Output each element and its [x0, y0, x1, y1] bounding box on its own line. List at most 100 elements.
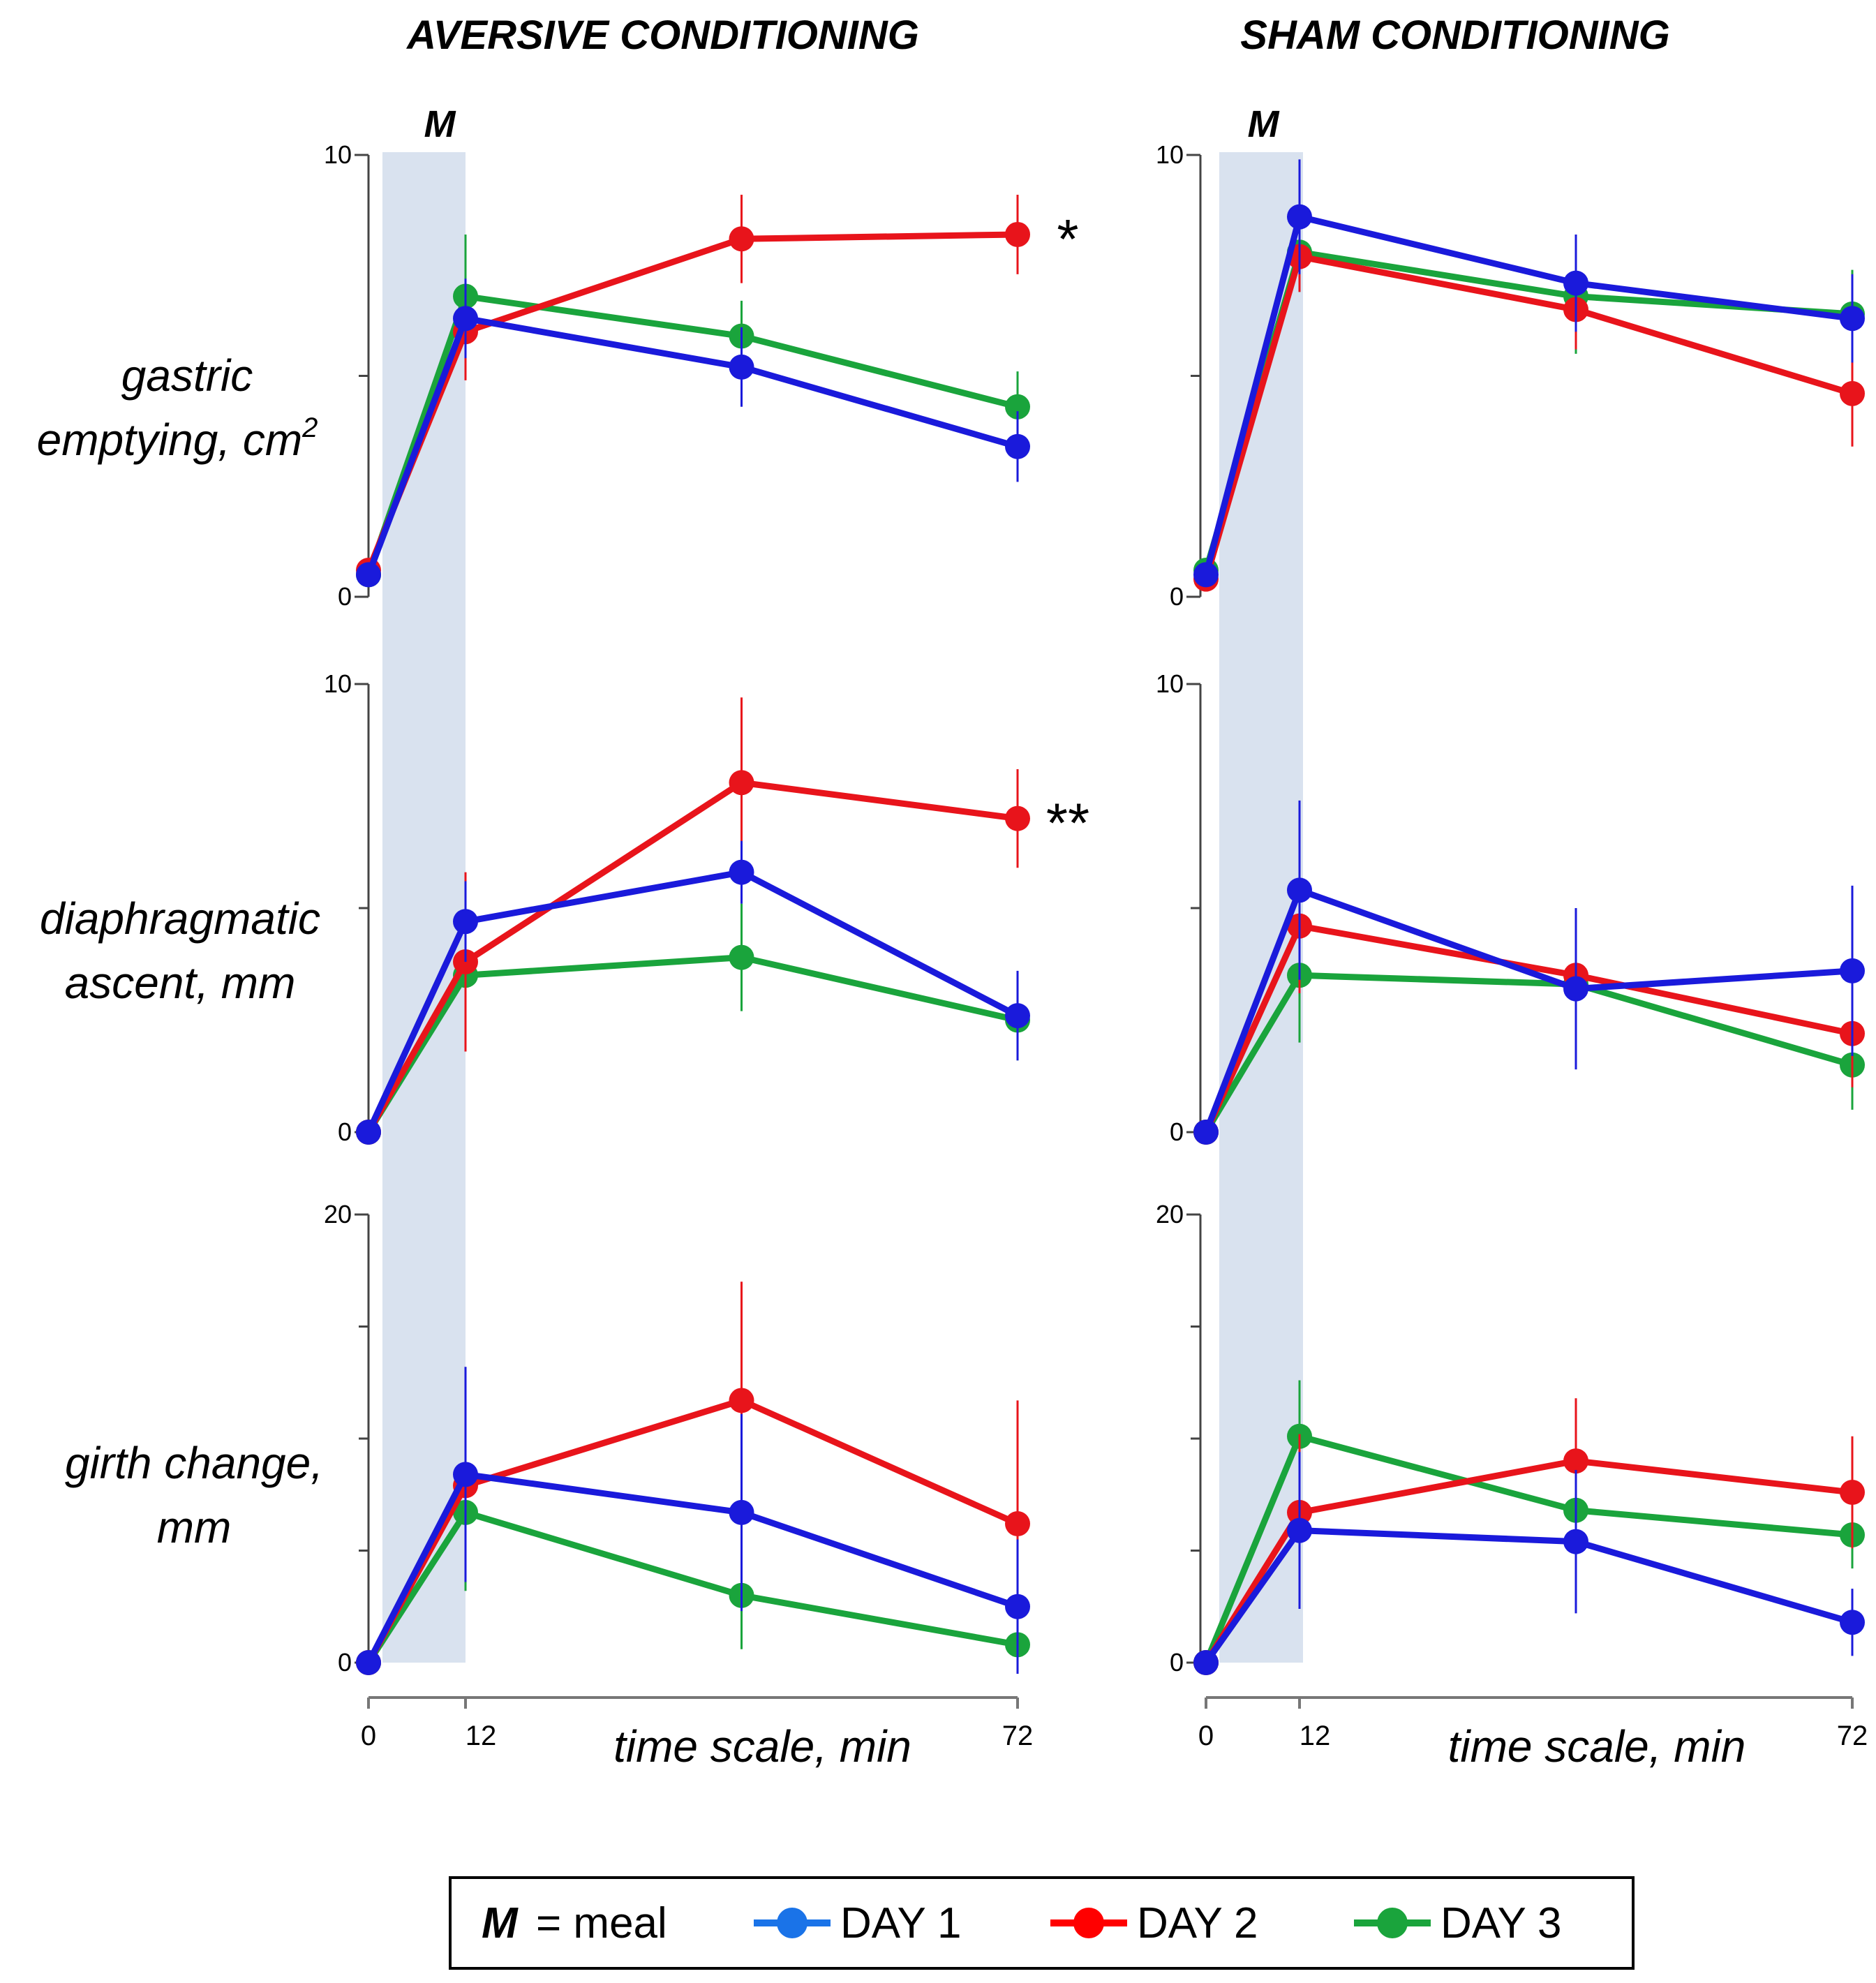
y-tick-label-sham-gastric-0: 0 [1170, 582, 1184, 611]
significance-marker-aversive-gastric: * [1057, 208, 1078, 270]
data-point-day1-2 [729, 354, 754, 380]
row-label-gastric-line2: emptying, cm2 [37, 413, 318, 465]
data-point-day1-0 [1193, 1650, 1219, 1675]
data-point-day1-0 [356, 1650, 381, 1675]
meal-label-sham: M [1248, 103, 1280, 145]
data-point-day1-2 [1563, 1529, 1588, 1554]
legend: M = meal DAY 1 DAY 2 DAY 3 [449, 1876, 1635, 1970]
data-point-day2-2 [729, 1388, 754, 1413]
series-line-day3 [366, 954, 1018, 1134]
panel-sham-gastric [1193, 159, 1865, 592]
series-sham-diaphragm-day1 [1193, 800, 1865, 1145]
data-point-day1-0 [356, 562, 381, 588]
data-point-day2-2 [1563, 1448, 1588, 1474]
series-aversive-diaphragm-day1 [356, 840, 1030, 1145]
series-line-day3 [1203, 1433, 1853, 1664]
legend-label-day2: DAY 2 [1137, 1899, 1258, 1947]
series-aversive-girth-day1 [356, 1367, 1030, 1675]
data-point-day2-2 [729, 226, 754, 252]
x-axis-title-sham: time scale, min [1448, 1721, 1746, 1772]
data-point-day1-3 [1005, 433, 1030, 459]
x-tick-label-aversive-12: 12 [466, 1721, 497, 1751]
significance-marker-aversive-diaphragm: ** [1046, 792, 1089, 854]
panel-aversive-girth [356, 1282, 1030, 1675]
data-point-day1-3 [1840, 958, 1865, 983]
legend-marker-day1 [777, 1908, 807, 1938]
meal-shade-sham [1219, 152, 1303, 1663]
y-tick-label-aversive-gastric-0: 0 [338, 582, 352, 611]
row-label-gastric-superscript: 2 [302, 413, 318, 443]
series-line-day3 [1203, 972, 1854, 1134]
column-title-sham: SHAM CONDITIONING [1240, 13, 1669, 58]
x-tick-label-sham-0: 0 [1198, 1721, 1214, 1751]
y-tick-label-sham-girth-0: 0 [1170, 1648, 1184, 1677]
data-point-day1-3 [1840, 306, 1865, 332]
row-label-girth-line2: mm [157, 1502, 232, 1552]
panel-aversive-diaphragm: ** [356, 697, 1089, 1145]
row-label-girth-text: mm [157, 1502, 232, 1552]
data-point-day1-0 [1193, 562, 1219, 588]
y-tick-label-aversive-girth-0: 0 [338, 1648, 352, 1677]
data-point-day1-1 [453, 909, 478, 935]
data-point-day3-3 [1005, 394, 1030, 419]
data-point-day1-1 [1287, 204, 1312, 230]
legend-marker-day3 [1377, 1908, 1408, 1938]
data-point-day1-2 [729, 1499, 754, 1525]
series-line-day2 [1203, 253, 1854, 580]
data-point-day1-0 [1193, 1120, 1219, 1145]
y-tick-label-aversive-gastric-10: 10 [324, 140, 352, 169]
x-tick-label-aversive-0: 0 [361, 1721, 376, 1751]
series-line-day2 [366, 779, 1018, 1134]
y-tick-label-aversive-diaphragm-0: 0 [338, 1117, 352, 1146]
panel-sham-girth [1193, 1380, 1865, 1675]
panel-sham-diaphragm [1193, 800, 1865, 1145]
row-label-girth-line1: girth change, [65, 1438, 323, 1488]
y-tick-label-sham-diaphragm-0: 0 [1170, 1117, 1184, 1146]
data-point-day1-2 [1563, 270, 1588, 296]
data-point-day1-3 [1005, 1594, 1030, 1619]
legend-meal-text: = meal [536, 1899, 667, 1947]
row-label-diaphragm-line1: diaphragmatic [40, 893, 320, 944]
series-line-day2 [1203, 1457, 1853, 1665]
legend-label-day1: DAY 1 [840, 1899, 961, 1947]
data-point-day1-1 [1287, 1517, 1312, 1543]
meal-shade-aversive [382, 152, 466, 1663]
x-tick-label-sham-12: 12 [1300, 1721, 1331, 1751]
data-point-day2-3 [1840, 1480, 1865, 1506]
row-label-gastric-line1: gastric [121, 350, 253, 401]
legend-box [449, 1876, 1635, 1970]
series-line-day1 [1203, 1527, 1854, 1665]
y-tick-label-sham-gastric-10: 10 [1156, 140, 1184, 169]
data-point-day2-3 [1005, 805, 1030, 831]
series-line-day1 [365, 869, 1020, 1134]
legend-marker-day2 [1073, 1908, 1104, 1938]
y-tick-label-aversive-diaphragm-10: 10 [324, 669, 352, 698]
data-point-day2-3 [1005, 221, 1030, 247]
series-line-day2 [1203, 923, 1853, 1134]
column-title-aversive: AVERSIVE CONDITIONING [405, 13, 919, 58]
data-point-day2-3 [1005, 1510, 1030, 1536]
series-line-day3 [365, 293, 1019, 576]
row-label-gastric-text: emptying, cm [37, 415, 303, 465]
data-point-day1-1 [1287, 877, 1312, 903]
series-line-day1 [1203, 886, 1853, 1134]
row-label-diaphragm-text: ascent, mm [65, 958, 296, 1008]
data-point-day1-1 [453, 306, 478, 332]
series-line-day3 [366, 1509, 1018, 1665]
data-point-day1-2 [729, 859, 754, 885]
x-tick-label-sham-72: 72 [1837, 1721, 1868, 1751]
legend-label-day3: DAY 3 [1440, 1899, 1561, 1947]
data-point-day3-2 [729, 944, 754, 970]
y-tick-label-sham-girth-20: 20 [1156, 1200, 1184, 1228]
series-line-day1 [1203, 214, 1853, 576]
series-sham-gastric-day1 [1193, 159, 1865, 588]
data-point-day1-0 [356, 1120, 381, 1145]
x-tick-label-aversive-72: 72 [1002, 1721, 1034, 1751]
data-point-day2-2 [729, 770, 754, 796]
meal-label-aversive: M [424, 103, 456, 145]
row-label-diaphragm-line2: ascent, mm [65, 958, 296, 1008]
x-axis-title-aversive: time scale, min [613, 1721, 911, 1772]
panel-aversive-gastric: * [356, 194, 1079, 588]
series-sham-girth-day1 [1193, 1452, 1865, 1675]
data-point-day1-1 [453, 1462, 478, 1487]
